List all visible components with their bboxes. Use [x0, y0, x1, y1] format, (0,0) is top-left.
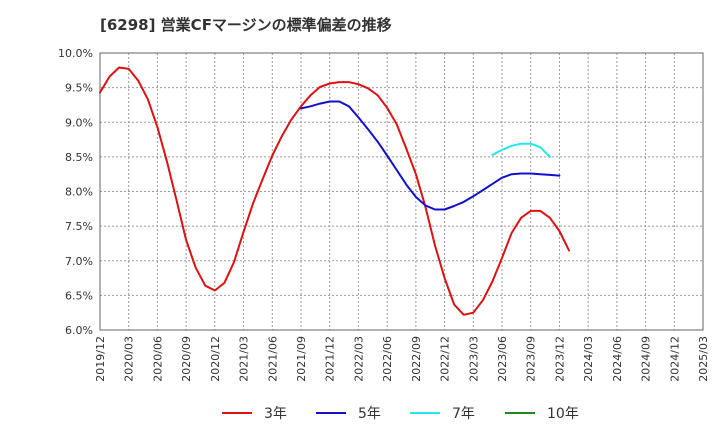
x-tick-label: 2020/12: [209, 336, 222, 382]
x-tick-label: 2022/06: [381, 336, 394, 382]
legend-label-3: 10年: [547, 406, 579, 422]
x-tick-label: 2022/12: [439, 336, 452, 382]
x-tick-label: 2023/06: [496, 336, 509, 382]
y-tick-label: 9.5%: [65, 82, 93, 95]
x-tick-label: 2024/06: [611, 336, 624, 382]
y-tick-label: 8.5%: [65, 151, 93, 164]
y-tick-label: 7.0%: [65, 255, 93, 268]
x-tick-label: 2020/09: [180, 336, 193, 382]
y-tick-label: 9.0%: [65, 116, 93, 129]
x-tick-label: 2021/06: [266, 336, 279, 382]
x-tick-label: 2024/09: [640, 336, 653, 382]
series-line-1: [300, 100, 561, 211]
x-tick-label: 2019/12: [94, 336, 107, 382]
x-tick-label: 2022/03: [352, 336, 365, 382]
legend-label-2: 7年: [452, 406, 475, 422]
x-tick-label: 2020/06: [151, 336, 164, 382]
x-tick-label: 2025/03: [697, 336, 710, 382]
y-tick-label: 6.0%: [65, 324, 93, 337]
x-tick-label: 2024/03: [582, 336, 595, 382]
plot-border: [99, 52, 704, 331]
legend-label-1: 5年: [358, 406, 381, 422]
x-tick-label: 2024/12: [668, 336, 681, 382]
x-tick-label: 2022/09: [410, 336, 423, 382]
x-tick-label: 2021/09: [295, 336, 308, 382]
chart-title: [6298] 営業CFマージンの標準偏差の推移: [100, 16, 392, 34]
x-tick-label: 2023/12: [553, 336, 566, 382]
y-tick-label: 7.5%: [65, 220, 93, 233]
y-tick-label: 8.0%: [65, 186, 93, 199]
y-tick-label: 6.5%: [65, 289, 93, 302]
x-tick-label: 2023/03: [467, 336, 480, 382]
y-tick-label: 10.0%: [58, 47, 93, 60]
x-tick-label: 2021/12: [324, 336, 337, 382]
series-line-0: [99, 66, 570, 316]
x-tick-label: 2021/03: [238, 336, 251, 382]
series-line-2: [491, 142, 551, 158]
x-tick-label: 2023/09: [525, 336, 538, 382]
x-tick-label: 2020/03: [123, 336, 136, 382]
legend-label-0: 3年: [264, 406, 287, 422]
